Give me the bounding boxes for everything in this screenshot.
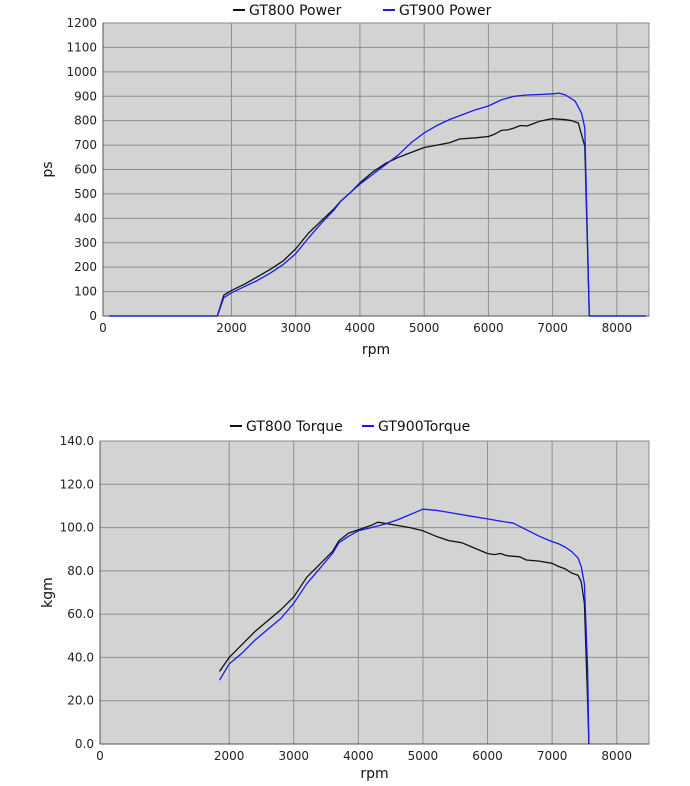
chart-2-legend-item-1: GT800 Torque <box>230 419 343 435</box>
chart-2-y-tick-label: 20.0 <box>67 694 94 708</box>
chart-1-x-tick-label: 5000 <box>409 321 440 335</box>
chart-1-y-tick-label: 600 <box>74 163 97 177</box>
chart-2-legend-item-2: GT900Torque <box>362 419 470 435</box>
chart-2-y-tick-label: 100.0 <box>60 521 94 535</box>
chart-1-legend-label: GT800 Power <box>249 3 342 19</box>
chart-2-y-axis-title: kgm <box>40 577 56 608</box>
chart-1-y-tick-label: 400 <box>74 211 97 225</box>
torque-chart: 0.0 20.0 40.0 60.0 80.0 100.0 120.0 140.0 0 2000 3… <box>40 419 650 782</box>
chart-1-y-tick-label: 100 <box>74 285 97 299</box>
chart-2-x-tick-label: 2000 <box>214 749 245 763</box>
chart-1-y-axis-title: ps <box>40 161 56 177</box>
chart-1-y-tick-label: 700 <box>74 138 97 152</box>
chart-2-x-tick-label: 6000 <box>472 749 503 763</box>
chart-2-y-tick-label: 0.0 <box>75 737 94 751</box>
chart-2-x-tick-label: 0 <box>96 749 104 763</box>
chart-2-x-tick-label: 8000 <box>601 749 632 763</box>
chart-2-legend-label: GT900Torque <box>378 419 470 435</box>
chart-2-y-tick-label: 80.0 <box>67 564 94 578</box>
chart-1-x-tick-label: 8000 <box>602 321 633 335</box>
chart-2-x-tick-label: 3000 <box>278 749 309 763</box>
chart-1-x-axis-title: rpm <box>362 342 390 358</box>
chart-1-x-tick-label: 0 <box>99 321 107 335</box>
chart-2-plot-area <box>99 440 650 745</box>
chart-1-y-tick-label: 500 <box>74 187 97 201</box>
chart-2-y-tick-label: 120.0 <box>60 477 94 491</box>
chart-1-y-tick-label: 900 <box>74 89 97 103</box>
chart-1-y-tick-label: 1000 <box>66 65 97 79</box>
chart-1-x-tick-label: 7000 <box>537 321 568 335</box>
chart-1-series-2-line <box>109 92 646 317</box>
chart-2-y-tick-label: 60.0 <box>67 607 94 621</box>
chart-2-x-tick-label: 4000 <box>343 749 374 763</box>
chart-2-x-tick-label: 7000 <box>537 749 568 763</box>
power-chart: 0 100 200 300 400 500 600 700 800 900 1000 1100 1200… <box>40 3 650 358</box>
chart-1-x-tick-label: 4000 <box>345 321 376 335</box>
chart-1-y-tick-label: 0 <box>89 309 97 323</box>
chart-2-y-tick-label: 40.0 <box>67 650 94 664</box>
chart-1-y-tick-label: 800 <box>74 114 97 128</box>
chart-1-legend-item-1: GT800 Power <box>233 3 342 19</box>
chart-2-legend-label: GT800 Torque <box>246 419 343 435</box>
chart-2-series-1-line <box>218 521 590 745</box>
chart-1-x-tick-label: 2000 <box>216 321 247 335</box>
chart-1-series-1-line <box>109 118 646 317</box>
chart-2-x-tick-label: 5000 <box>408 749 439 763</box>
chart-2-series-2-line <box>218 508 590 745</box>
chart-1-y-tick-label: 1200 <box>66 16 97 30</box>
chart-2-y-tick-label: 140.0 <box>60 434 94 448</box>
chart-1-x-tick-label: 3000 <box>280 321 311 335</box>
chart-2-x-axis-title: rpm <box>360 766 388 782</box>
chart-1-y-tick-label: 300 <box>74 236 97 250</box>
chart-1-legend-item-2: GT900 Power <box>383 3 492 19</box>
chart-1-y-tick-label: 1100 <box>66 40 97 54</box>
chart-1-y-tick-label: 200 <box>74 260 97 274</box>
chart-1-x-tick-label: 6000 <box>473 321 504 335</box>
chart-1-legend-label: GT900 Power <box>399 3 492 19</box>
